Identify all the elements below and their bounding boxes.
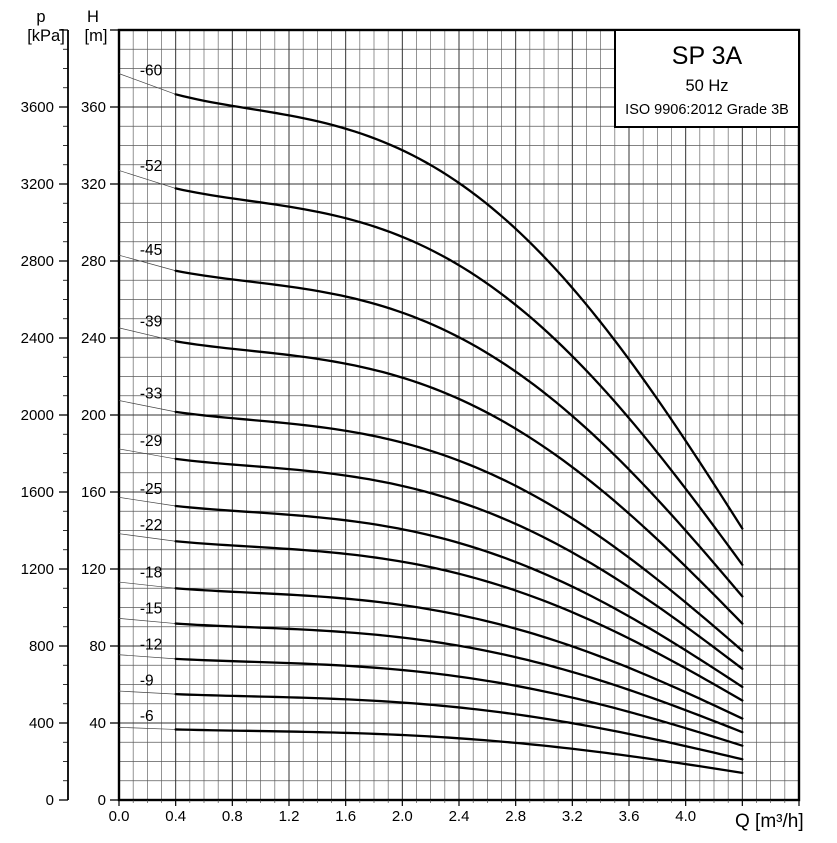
- svg-text:-6: -6: [140, 708, 154, 725]
- svg-text:Q [m³/h]: Q [m³/h]: [735, 811, 804, 832]
- svg-text:50 Hz: 50 Hz: [685, 77, 728, 95]
- svg-text:0: 0: [98, 792, 106, 809]
- svg-text:3200: 3200: [21, 176, 54, 193]
- svg-text:2400: 2400: [21, 330, 54, 347]
- svg-text:0: 0: [46, 792, 54, 809]
- svg-text:p: p: [36, 8, 45, 26]
- svg-text:3.2: 3.2: [562, 808, 583, 825]
- svg-text:2.0: 2.0: [392, 808, 413, 825]
- svg-text:ISO 9906:2012 Grade 3B: ISO 9906:2012 Grade 3B: [625, 102, 789, 118]
- svg-text:800: 800: [29, 638, 54, 655]
- svg-text:0.4: 0.4: [165, 808, 186, 825]
- svg-text:H: H: [87, 8, 99, 26]
- svg-text:1600: 1600: [21, 484, 54, 501]
- svg-text:1.6: 1.6: [335, 808, 356, 825]
- svg-text:360: 360: [81, 99, 106, 116]
- svg-text:-22: -22: [140, 517, 162, 534]
- svg-text:2000: 2000: [21, 407, 54, 424]
- svg-text:2.4: 2.4: [449, 808, 470, 825]
- svg-text:-33: -33: [140, 385, 162, 402]
- svg-text:3600: 3600: [21, 99, 54, 116]
- svg-text:-9: -9: [140, 672, 154, 689]
- svg-text:4.0: 4.0: [675, 808, 696, 825]
- svg-text:-25: -25: [140, 481, 162, 498]
- svg-text:-60: -60: [140, 62, 163, 79]
- svg-text:2.8: 2.8: [505, 808, 526, 825]
- svg-text:[kPa]: [kPa]: [27, 27, 65, 45]
- svg-text:280: 280: [81, 253, 106, 270]
- svg-text:-52: -52: [140, 158, 162, 175]
- svg-text:200: 200: [81, 407, 106, 424]
- svg-text:240: 240: [81, 330, 106, 347]
- svg-text:-29: -29: [140, 433, 162, 450]
- svg-text:80: 80: [89, 638, 106, 655]
- svg-text:2800: 2800: [21, 253, 54, 270]
- svg-text:0.8: 0.8: [222, 808, 243, 825]
- svg-text:-39: -39: [140, 314, 162, 331]
- svg-text:1.2: 1.2: [279, 808, 300, 825]
- svg-text:-45: -45: [140, 242, 162, 259]
- svg-text:-15: -15: [140, 601, 162, 618]
- svg-text:320: 320: [81, 176, 106, 193]
- svg-text:40: 40: [89, 715, 106, 732]
- svg-text:160: 160: [81, 484, 106, 501]
- svg-text:SP 3A: SP 3A: [672, 42, 743, 70]
- svg-text:3.6: 3.6: [619, 808, 640, 825]
- svg-text:400: 400: [29, 715, 54, 732]
- svg-text:[m]: [m]: [85, 27, 108, 45]
- svg-text:-18: -18: [140, 565, 162, 582]
- svg-text:0.0: 0.0: [109, 808, 130, 825]
- svg-text:1200: 1200: [21, 561, 54, 578]
- svg-text:-12: -12: [140, 636, 162, 653]
- svg-text:120: 120: [81, 561, 106, 578]
